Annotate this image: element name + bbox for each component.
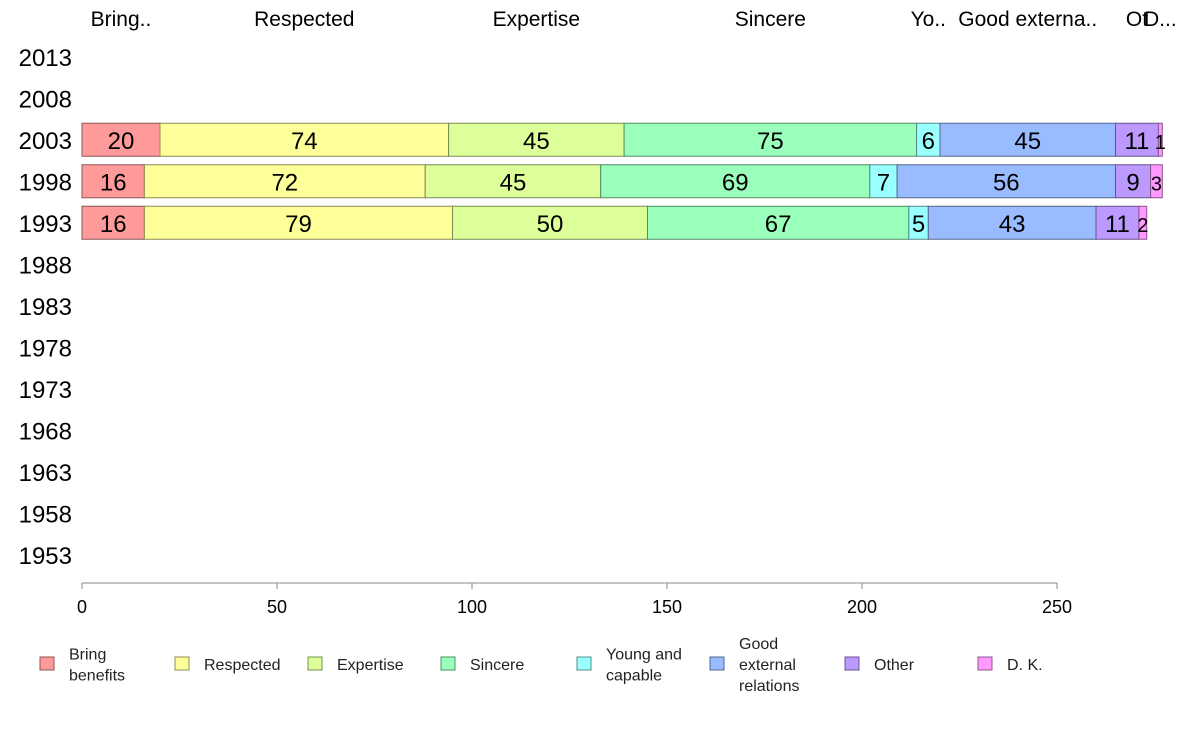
data-label: 79 — [285, 211, 312, 238]
legend-swatch — [307, 656, 323, 671]
legend-label: Young and — [606, 647, 682, 664]
series-header-label: Ot — [1126, 8, 1148, 31]
y-tick-label: 1968 — [19, 418, 72, 445]
legend-label: capable — [606, 668, 662, 685]
legend-label: Expertise — [337, 657, 404, 674]
data-label: 74 — [291, 128, 318, 155]
data-label: 45 — [523, 128, 550, 155]
x-tick-label: 100 — [457, 597, 487, 617]
data-label: 69 — [722, 169, 749, 196]
legend-swatch — [977, 656, 993, 671]
y-tick-label: 1993 — [19, 211, 72, 238]
legend-label: external — [739, 657, 796, 674]
legend-swatch — [709, 656, 725, 671]
bar-segment — [869, 164, 898, 199]
bar-segment — [143, 164, 426, 199]
bar-segment — [600, 164, 871, 199]
data-label: 3 — [1151, 173, 1162, 195]
legend-label: relations — [739, 678, 799, 695]
bar-segment — [452, 205, 648, 240]
bar-segment — [647, 205, 910, 240]
data-label: 67 — [765, 211, 792, 238]
data-label: 50 — [537, 211, 564, 238]
legend-label: Respected — [204, 657, 281, 674]
legend-label: Good — [739, 636, 778, 653]
x-tick-label: 0 — [77, 597, 87, 617]
series-header-label: Good externa.. — [958, 8, 1097, 31]
data-label: 45 — [1014, 128, 1041, 155]
y-tick-label: 1988 — [19, 252, 72, 279]
data-label: 5 — [912, 211, 925, 238]
data-label: 20 — [108, 128, 135, 155]
y-tick-label: 1958 — [19, 501, 72, 528]
bar-segment — [896, 164, 1116, 199]
x-tick-label: 250 — [1042, 597, 1072, 617]
y-tick-label: 1983 — [19, 294, 72, 321]
y-tick-label: 1998 — [19, 169, 72, 196]
data-label: 9 — [1126, 169, 1139, 196]
series-header-label: Sincere — [735, 8, 806, 31]
data-label: 56 — [993, 169, 1020, 196]
bar-segment — [927, 205, 1097, 240]
data-label: 43 — [999, 211, 1026, 238]
data-label: 75 — [757, 128, 784, 155]
bar-segment — [159, 122, 450, 157]
bar-segment — [81, 164, 145, 199]
legend-label: Other — [874, 657, 915, 674]
data-label: 11 — [1124, 128, 1149, 155]
data-label: 1 — [1155, 132, 1166, 154]
series-header-label: D... — [1144, 8, 1177, 31]
bar-segment — [143, 205, 453, 240]
bar-segment — [939, 122, 1116, 157]
bar-segment — [424, 164, 602, 199]
legend-label: Sincere — [470, 657, 524, 674]
data-label: 16 — [100, 169, 127, 196]
series-header-label: Yo.. — [911, 8, 946, 31]
bar-segment — [81, 205, 145, 240]
y-tick-label: 2008 — [19, 86, 72, 113]
legend-label: Bring — [69, 647, 106, 664]
data-label: 16 — [100, 211, 127, 238]
data-label: 6 — [922, 128, 935, 155]
legend-swatch — [174, 656, 190, 671]
legend-swatch — [844, 656, 860, 671]
x-tick-label: 200 — [847, 597, 877, 617]
legend-swatch — [440, 656, 456, 671]
y-tick-label: 1973 — [19, 377, 72, 404]
y-tick-label: 1963 — [19, 460, 72, 487]
bar-segment — [1095, 205, 1140, 240]
data-label: 11 — [1105, 211, 1130, 238]
legend-swatch — [576, 656, 592, 671]
y-tick-label: 2003 — [19, 128, 72, 155]
data-label: 7 — [877, 169, 890, 196]
x-tick-label: 150 — [652, 597, 682, 617]
data-label: 2 — [1137, 215, 1148, 237]
y-tick-label: 2013 — [19, 45, 72, 72]
bar-segment — [1138, 205, 1148, 240]
legend-label: benefits — [69, 668, 125, 685]
legend-label: D. K. — [1007, 657, 1043, 674]
data-label: 72 — [271, 169, 298, 196]
series-header-label: Expertise — [493, 8, 581, 31]
legend-swatch — [39, 656, 55, 671]
bar-segment — [1115, 164, 1152, 199]
y-tick-label: 1978 — [19, 335, 72, 362]
y-tick-label: 1953 — [19, 543, 72, 570]
series-header-label: Bring.. — [91, 8, 152, 31]
bar-segment — [1150, 164, 1163, 199]
data-label: 45 — [500, 169, 527, 196]
series-header-label: Respected — [254, 8, 354, 31]
bar-segment — [1157, 122, 1163, 157]
x-tick-label: 50 — [267, 597, 287, 617]
bar-segment — [1115, 122, 1159, 157]
